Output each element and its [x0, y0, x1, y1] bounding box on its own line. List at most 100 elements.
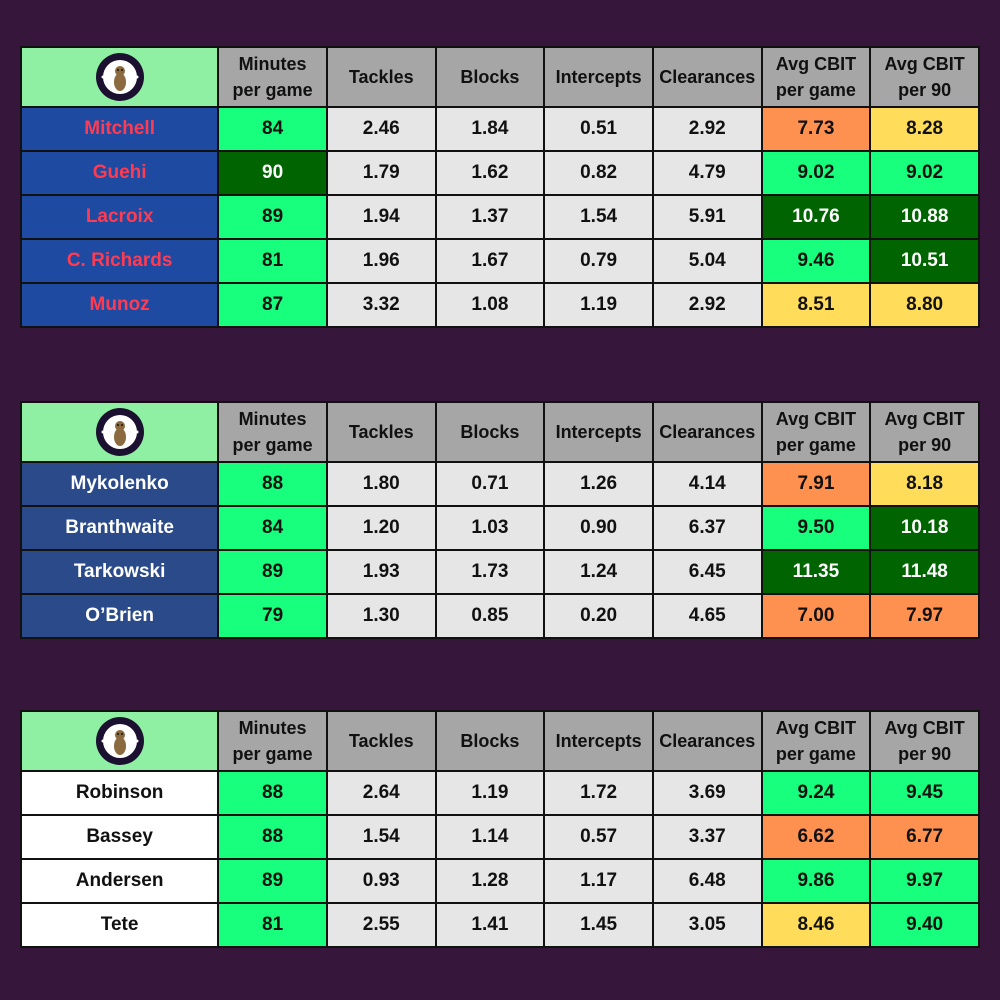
column-header-line: Tackles [348, 67, 414, 87]
header-row: Minutes per game Tackles Blocks Intercepts Cl… [19, 401, 980, 463]
stat-cell: 10.18 [869, 505, 980, 551]
stat-cell: 0.93 [325, 858, 437, 904]
stat-cell: 1.62 [434, 150, 546, 196]
stat-cell: 1.20 [325, 505, 437, 551]
stat-cell: 4.79 [651, 150, 763, 196]
table-row: Mitchell 84 2.46 1.84 0.51 2.92 7.73 8.28 [19, 106, 980, 152]
stat-cell: 9.97 [869, 858, 980, 904]
stat-cell: 9.45 [869, 770, 980, 816]
stat-cell: 1.80 [325, 461, 437, 507]
stat-cell: 2.55 [325, 902, 437, 948]
column-header-line: Intercepts [555, 422, 642, 442]
column-header-line: Avg CBIT [775, 409, 857, 429]
meerkat-logo-icon [95, 53, 145, 101]
stat-cell: 1.45 [543, 902, 654, 948]
stat-cell: 0.51 [543, 106, 654, 152]
stat-cell: 1.94 [325, 194, 437, 240]
player-name: Bassey [19, 814, 220, 860]
defenders-table-3: Minutes per game Tackles Blocks Intercepts Cl… [19, 710, 980, 948]
player-name: Tete [19, 902, 220, 948]
stat-cell: 1.26 [543, 461, 654, 507]
stat-cell: 0.79 [543, 238, 654, 284]
column-header: Avg CBIT per 90 [869, 710, 980, 772]
stat-cell: 81 [217, 238, 328, 284]
stat-cell: 9.24 [760, 770, 872, 816]
player-name: Mykolenko [19, 461, 220, 507]
column-header-line: Blocks [460, 731, 520, 751]
table-row: Robinson 88 2.64 1.19 1.72 3.69 9.24 9.45 [19, 770, 980, 816]
stat-cell: 3.69 [651, 770, 763, 816]
stat-cell: 89 [217, 549, 328, 595]
stat-cell: 6.77 [869, 814, 980, 860]
stat-cell: 1.17 [543, 858, 654, 904]
column-header: Clearances [651, 46, 763, 108]
stat-cell: 88 [217, 461, 328, 507]
table-row: Andersen 89 0.93 1.28 1.17 6.48 9.86 9.97 [19, 858, 980, 904]
stat-cell: 0.90 [543, 505, 654, 551]
column-header: Intercepts [543, 46, 654, 108]
column-header: Intercepts [543, 401, 654, 463]
table-row: Munoz 87 3.32 1.08 1.19 2.92 8.51 8.80 [19, 282, 980, 328]
table-row: Mykolenko 88 1.80 0.71 1.26 4.14 7.91 8.18 [19, 461, 980, 507]
stat-cell: 3.37 [651, 814, 763, 860]
stat-cell: 0.82 [543, 150, 654, 196]
stat-cell: 0.71 [434, 461, 546, 507]
column-header-line: Avg CBIT [775, 718, 857, 738]
stat-cell: 90 [217, 150, 328, 196]
stat-cell: 7.91 [760, 461, 872, 507]
stat-cell: 7.00 [760, 593, 872, 639]
stat-cell: 11.35 [760, 549, 872, 595]
column-header-line: Minutes [238, 409, 307, 429]
logo-cell [19, 401, 220, 463]
stat-cell: 6.45 [651, 549, 763, 595]
stat-cell: 1.28 [434, 858, 546, 904]
column-header-line: Avg CBIT [884, 409, 965, 429]
stat-cell: 9.02 [760, 150, 872, 196]
column-header: Blocks [434, 46, 546, 108]
column-header-line: Blocks [460, 67, 520, 87]
column-header: Minutes per game [217, 46, 328, 108]
table-row: Guehi 90 1.79 1.62 0.82 4.79 9.02 9.02 [19, 150, 980, 196]
stat-cell: 1.24 [543, 549, 654, 595]
stat-cell: 2.92 [651, 282, 763, 328]
column-header-line: Avg CBIT [884, 718, 965, 738]
table-row: C. Richards 81 1.96 1.67 0.79 5.04 9.46 10.51 [19, 238, 980, 284]
player-name: Tarkowski [19, 549, 220, 595]
stat-cell: 1.72 [543, 770, 654, 816]
player-name: Lacroix [19, 194, 220, 240]
stat-cell: 4.14 [651, 461, 763, 507]
stat-cell: 4.65 [651, 593, 763, 639]
table-row: O’Brien 79 1.30 0.85 0.20 4.65 7.00 7.97 [19, 593, 980, 639]
meerkat-logo-icon [95, 408, 145, 456]
column-header: Minutes per game [217, 401, 328, 463]
player-name: Robinson [19, 770, 220, 816]
column-header: Avg CBIT per 90 [869, 401, 980, 463]
table-row: Branthwaite 84 1.20 1.03 0.90 6.37 9.50 10.18 [19, 505, 980, 551]
column-header: Clearances [651, 710, 763, 772]
stat-cell: 7.97 [869, 593, 980, 639]
column-header-line: per 90 [898, 744, 952, 764]
stat-cell: 1.73 [434, 549, 546, 595]
table-row: Tarkowski 89 1.93 1.73 1.24 6.45 11.35 11.48 [19, 549, 980, 595]
defenders-table-2: Minutes per game Tackles Blocks Intercepts Cl… [19, 401, 980, 639]
stat-cell: 1.19 [543, 282, 654, 328]
stat-cell: 8.18 [869, 461, 980, 507]
column-header-line: Clearances [659, 422, 756, 442]
column-header-line: Intercepts [555, 731, 642, 751]
player-name: Mitchell [19, 106, 220, 152]
header-row: Minutes per game Tackles Blocks Intercepts Cl… [19, 710, 980, 772]
column-header: Intercepts [543, 710, 654, 772]
column-header-line: per game [232, 435, 313, 455]
stat-cell: 84 [217, 106, 328, 152]
stat-cell: 0.57 [543, 814, 654, 860]
stat-cell: 6.37 [651, 505, 763, 551]
column-header: Blocks [434, 401, 546, 463]
column-header-line: Clearances [659, 67, 756, 87]
stat-cell: 8.46 [760, 902, 872, 948]
stat-cell: 10.51 [869, 238, 980, 284]
column-header: Avg CBIT per game [760, 710, 872, 772]
stat-cell: 1.37 [434, 194, 546, 240]
stat-cell: 84 [217, 505, 328, 551]
stat-cell: 3.32 [325, 282, 437, 328]
stat-cell: 2.46 [325, 106, 437, 152]
